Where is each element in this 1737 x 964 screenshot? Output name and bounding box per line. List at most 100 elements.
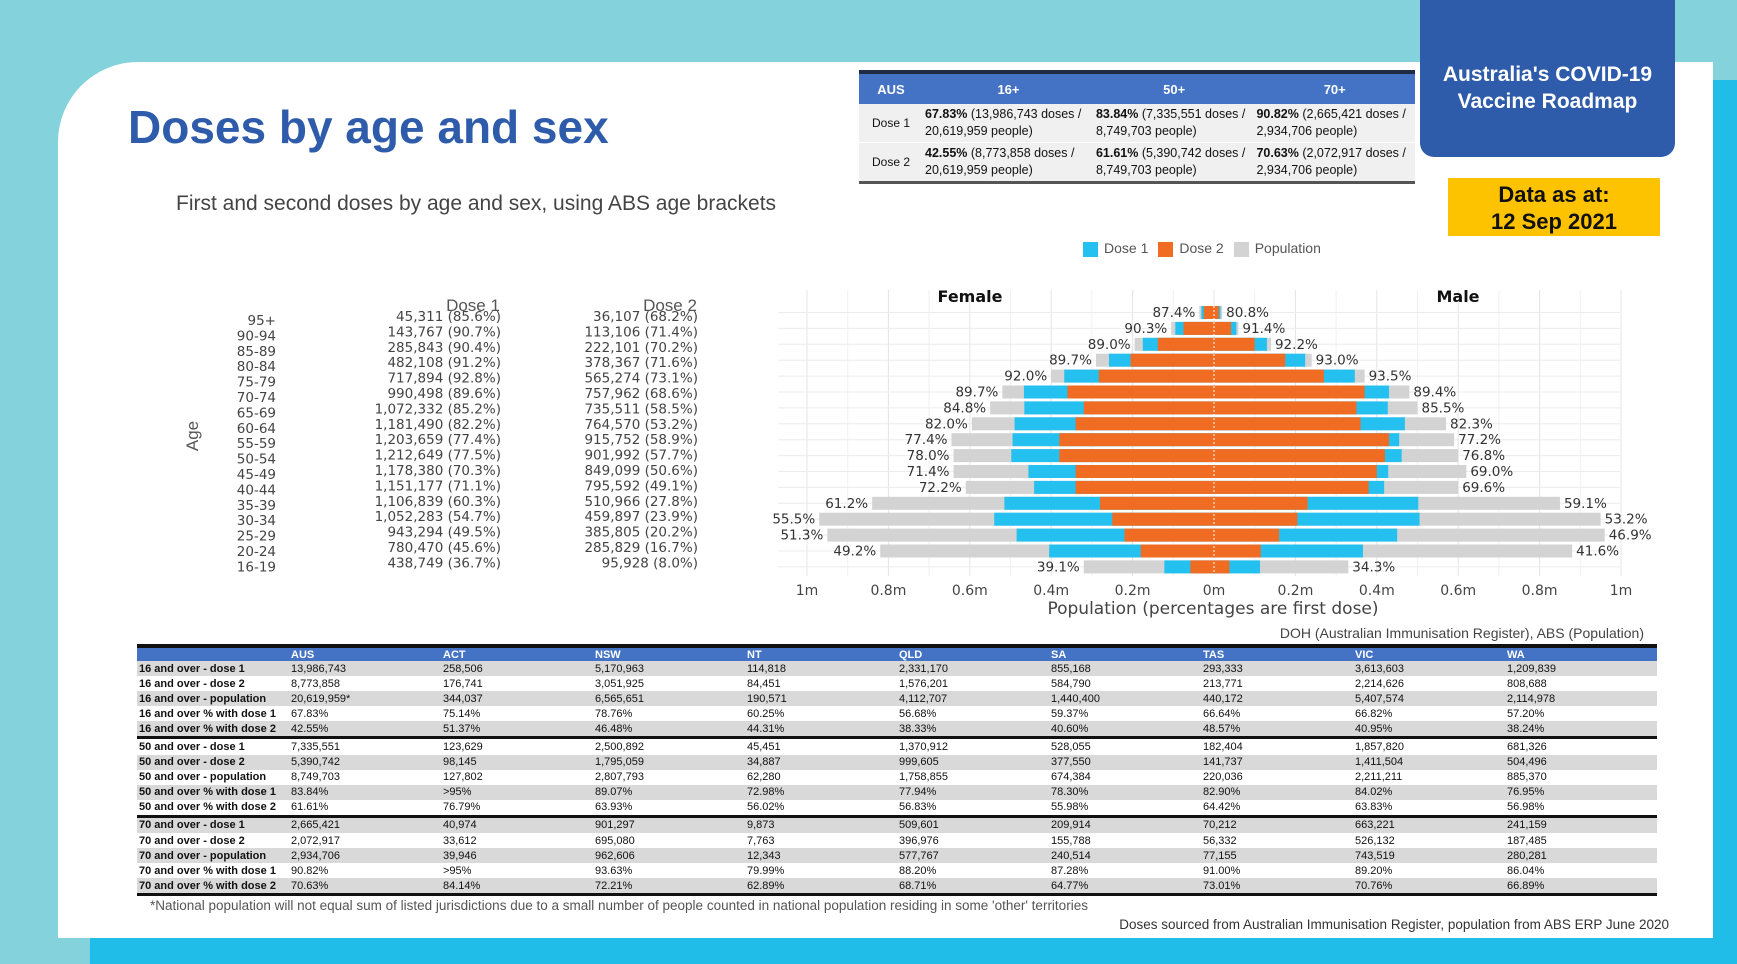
age-dose2-value: 565,274 (73.1%) (584, 371, 698, 387)
male-pct-label: 92.2% (1275, 337, 1318, 353)
juris-cell: 76.79% (441, 799, 593, 818)
juris-row-label: 50 and over - dose 1 (139, 741, 245, 754)
age-bracket-label: 65-69 (237, 405, 276, 421)
juris-cell: 3,613,603 (1353, 661, 1505, 677)
juris-cell: 55.98% (1049, 799, 1201, 818)
summary-header-3: 70+ (1254, 70, 1415, 104)
juris-cell: 38.24% (1505, 721, 1657, 740)
age-bracket-label: 30-34 (237, 513, 276, 529)
x-tick-label: 0.4m (1359, 583, 1395, 599)
juris-header-7: TAS (1201, 644, 1353, 661)
legend-dose2: Dose 2 (1158, 240, 1224, 257)
male-pct-label: 53.2% (1605, 512, 1648, 528)
juris-cell: 62.89% (745, 878, 897, 897)
juris-cell: 40.95% (1353, 721, 1505, 740)
juris-row-label: 70 and over % with dose 2 (137, 878, 289, 897)
juris-cell: 87.28% (1051, 864, 1089, 877)
juris-cell: 240,514 (1049, 848, 1201, 864)
juris-cell: 344,037 (441, 691, 593, 707)
juris-cell: 2,807,793 (595, 771, 644, 784)
juris-cell: 681,326 (1507, 741, 1547, 754)
juris-row-label: 50 and over - population (139, 771, 267, 784)
summary-cell-pct: 90.82% (1256, 107, 1299, 121)
juris-cell: 78.30% (1049, 784, 1201, 800)
juris-cell: 1,370,912 (899, 741, 948, 754)
juris-row: 70 and over - dose 1 2,665,421 40,974 901,2… (137, 816, 1657, 834)
age-dose2-value: 385,805 (20.2%) (584, 525, 698, 541)
juris-cell: 182,404 (1203, 741, 1243, 754)
juris-row: 50 and over % with dose 1 83.84% >95% 89.07… (137, 784, 1657, 800)
age-dose1-value: 1,151,177 (71.1%) (375, 478, 501, 494)
juris-cell: 40,974 (441, 816, 593, 834)
juris-header-3: NSW (593, 644, 745, 661)
bottom-accent-bar (90, 938, 1737, 964)
age-dose1-value: 1,052,283 (54.7%) (375, 509, 501, 525)
bar-male-dose2 (1214, 385, 1365, 399)
bar-female-dose2 (1112, 512, 1214, 526)
juris-cell: 98,145 (441, 754, 593, 770)
female-pct-label: 89.7% (1049, 353, 1092, 369)
juris-cell: 155,788 (1051, 834, 1091, 847)
right-accent-strip (1713, 80, 1737, 938)
juris-header-4: NT (745, 644, 897, 661)
age-bracket-label: 55-59 (237, 436, 276, 452)
juris-cell: 64.77% (1049, 878, 1201, 897)
bar-male-dose2 (1214, 337, 1255, 351)
juris-cell: 61.61% (289, 799, 441, 818)
juris-cell: 187,485 (1507, 834, 1547, 847)
male-pct-label: 34.3% (1352, 559, 1395, 575)
bar-female-dose2 (1190, 560, 1214, 574)
data-as-at-date: 12 Sep 2021 (1491, 209, 1617, 234)
female-pct-label: 92.0% (1004, 369, 1047, 385)
age-bracket-label: 95+ (248, 313, 277, 329)
juris-cell: 280,281 (1505, 848, 1657, 864)
juris-header-2: ACT (441, 644, 593, 661)
juris-cell: 76.95% (1505, 784, 1657, 800)
summary-cell: 42.55% (8,773,858 doses / 20,619,959 peo… (923, 142, 1094, 184)
juris-cell: 70.76% (1353, 878, 1505, 897)
juris-cell: 90.82% (291, 864, 329, 877)
bar-male-dose2 (1214, 528, 1280, 542)
age-dose2-value: 915,752 (58.9%) (584, 432, 698, 448)
legend-dose2-label: Dose 2 (1179, 240, 1224, 256)
juris-cell: 962,606 (593, 848, 745, 864)
juris-cell: 5,170,963 (593, 661, 745, 677)
juris-cell: 38.33% (897, 721, 1049, 740)
juris-header-5: QLD (897, 644, 1049, 661)
age-dose2-value: 285,829 (16.7%) (584, 540, 698, 556)
bar-female-dose2 (1140, 544, 1214, 558)
legend-dose2-swatch (1158, 241, 1174, 257)
age-dose2-value: 459,897 (23.9%) (584, 509, 698, 525)
summary-cell: 83.84% (7,335,551 doses / 8,749,703 peop… (1093, 104, 1255, 143)
plot-background (778, 290, 1620, 576)
summary-row-label: Dose 2 (859, 142, 923, 184)
jurisdiction-table: AUS ACT NSW NT QLD SA TAS VIC WA 16 and over - d… (137, 644, 1657, 897)
bar-female-dose2 (1083, 401, 1214, 415)
x-tick-label: 0.6m (1440, 583, 1476, 599)
juris-cell: 2,665,421 (289, 816, 441, 834)
juris-cell: 2,072,917 (291, 834, 340, 847)
bar-female-dose2 (1059, 449, 1214, 463)
juris-cell: 3,051,925 (595, 677, 644, 690)
bar-male-dose2 (1214, 560, 1230, 574)
footnote: *National population will not equal sum … (150, 898, 1088, 913)
x-tick-label: 0.4m (1033, 583, 1069, 599)
age-dose2-value: 222,101 (70.2%) (584, 340, 698, 356)
female-pct-label: 89.0% (1088, 337, 1131, 353)
juris-cell: 88.20% (899, 864, 937, 877)
juris-row-label: 70 and over - dose 2 (139, 834, 245, 847)
bar-female-dose2 (1075, 465, 1214, 478)
x-tick-label: 0.6m (952, 583, 988, 599)
age-bracket-label: 80-84 (237, 359, 276, 375)
bar-female-dose2 (1100, 496, 1214, 510)
juris-cell: 77,155 (1201, 848, 1353, 864)
age-bracket-label: 75-79 (237, 375, 276, 391)
male-pct-label: 91.4% (1242, 321, 1285, 337)
page-title: Doses by age and sex (128, 101, 609, 153)
juris-cell: 885,370 (1507, 771, 1547, 784)
juris-cell: 1,411,504 (1353, 754, 1505, 770)
female-pct-label: 61.2% (825, 496, 868, 512)
legend-population-swatch (1233, 241, 1249, 257)
female-pct-label: 77.4% (905, 432, 948, 448)
